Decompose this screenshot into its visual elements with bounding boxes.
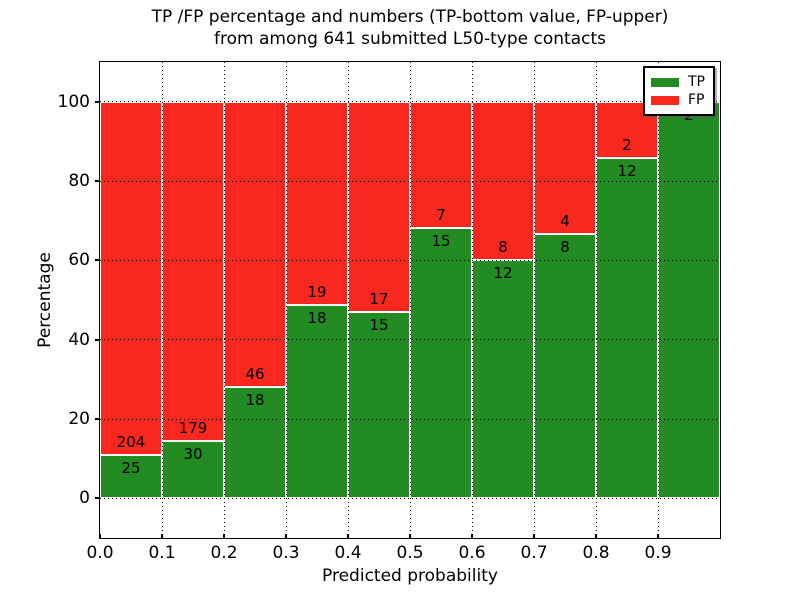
chart-title: TP /FP percentage and numbers (TP-bottom… [110, 6, 710, 50]
gridline-vertical [595, 62, 597, 538]
x-axis-label: Predicted probability [322, 566, 498, 586]
fp-count-label: 4 [560, 211, 570, 230]
bar-segment-tp [224, 386, 286, 499]
fp-count-label: 19 [307, 283, 327, 302]
tp-count-label: 8 [560, 237, 570, 256]
chart-title-line2: from among 641 submitted L50-type contac… [214, 29, 606, 49]
x-tick-label: 0.7 [520, 543, 548, 563]
fp-count-label: 17 [369, 290, 389, 309]
bar-segment-tp [658, 101, 720, 499]
tp-count-label: 15 [431, 231, 451, 250]
x-axis-tick [285, 534, 287, 538]
y-tick-label: 0 [79, 488, 90, 509]
tp-count-label: 18 [307, 309, 327, 328]
x-axis-tick [347, 534, 349, 538]
x-tick-label: 0.0 [86, 543, 114, 563]
bar-segment-fp [348, 101, 410, 313]
x-axis-tick [161, 534, 163, 538]
tp-count-label: 15 [369, 316, 389, 335]
y-tick-label: 60 [68, 250, 90, 271]
y-axis-tick [95, 497, 100, 500]
bar-segment-fp [286, 101, 348, 306]
x-axis-tick [99, 534, 101, 538]
y-axis-tick [95, 180, 100, 182]
y-axis-tick [95, 418, 100, 420]
y-axis-tick [95, 100, 100, 103]
fp-count-label: 8 [498, 238, 508, 257]
x-axis-tick [657, 534, 659, 538]
x-axis-tick [409, 534, 411, 538]
legend: TP FP [643, 66, 715, 116]
x-tick-label: 0.1 [148, 543, 176, 563]
bar-segment-fp [410, 101, 472, 228]
tp-count-label: 12 [617, 162, 637, 181]
x-tick-label: 0.3 [272, 543, 300, 563]
y-tick-label: 20 [68, 409, 90, 429]
x-axis-tick [223, 534, 225, 538]
tp-count-label: 25 [121, 459, 141, 478]
fp-count-label: 46 [245, 364, 265, 383]
plot-area: TP FP 2520430179184618191517157128841222 [99, 61, 721, 539]
x-axis-tick [533, 534, 535, 538]
gridline-vertical [409, 62, 411, 538]
bar-segment-fp [162, 101, 224, 442]
bar-segment-fp [100, 101, 162, 456]
gridline-vertical [285, 62, 287, 538]
gridline-vertical [533, 62, 535, 538]
bar-segment-tp [596, 158, 658, 499]
gridline-vertical [347, 62, 349, 538]
legend-item-fp: FP [651, 91, 707, 109]
fp-count-label: 179 [178, 419, 208, 438]
gridline-vertical [223, 62, 225, 538]
bar-segment-tp [100, 455, 162, 499]
gridline-vertical [471, 62, 473, 538]
bar-segment-tp [286, 305, 348, 499]
x-tick-label: 0.8 [582, 543, 610, 563]
y-tick-label: 100 [57, 91, 90, 112]
tp-count-label: 18 [245, 390, 265, 409]
y-axis-tick [95, 259, 100, 262]
tp-count-label: 30 [183, 445, 203, 464]
x-axis-tick [471, 534, 473, 538]
x-tick-label: 0.9 [644, 543, 672, 563]
gridline-vertical [161, 62, 163, 538]
x-tick-label: 0.5 [396, 543, 424, 563]
fp-count-label: 204 [116, 433, 146, 452]
legend-label-fp: FP [688, 92, 705, 108]
x-tick-label: 0.4 [334, 543, 362, 563]
bar-segment-tp [348, 312, 410, 499]
fp-count-label: 2 [622, 136, 632, 155]
x-axis-tick [595, 534, 597, 538]
legend-item-tp: TP [651, 73, 707, 91]
chart-title-line1: TP /FP percentage and numbers (TP-bottom… [151, 7, 669, 27]
fp-count-label: 7 [436, 205, 446, 224]
tp-count-label: 12 [493, 264, 513, 283]
bar-segment-tp [410, 227, 472, 499]
y-tick-label: 80 [68, 171, 90, 191]
tp-color-swatch [651, 77, 679, 87]
bar-segment-fp [224, 101, 286, 387]
y-axis-tick [95, 338, 100, 341]
bar-segment-tp [534, 233, 596, 499]
bar-segment-tp [472, 260, 534, 499]
gridline-vertical [657, 62, 659, 538]
fp-color-swatch [651, 95, 679, 105]
legend-label-tp: TP [688, 74, 705, 90]
x-tick-label: 0.2 [210, 543, 238, 563]
x-tick-label: 0.6 [458, 543, 486, 563]
y-tick-label: 40 [68, 329, 90, 350]
bar-segment-fp [534, 101, 596, 234]
